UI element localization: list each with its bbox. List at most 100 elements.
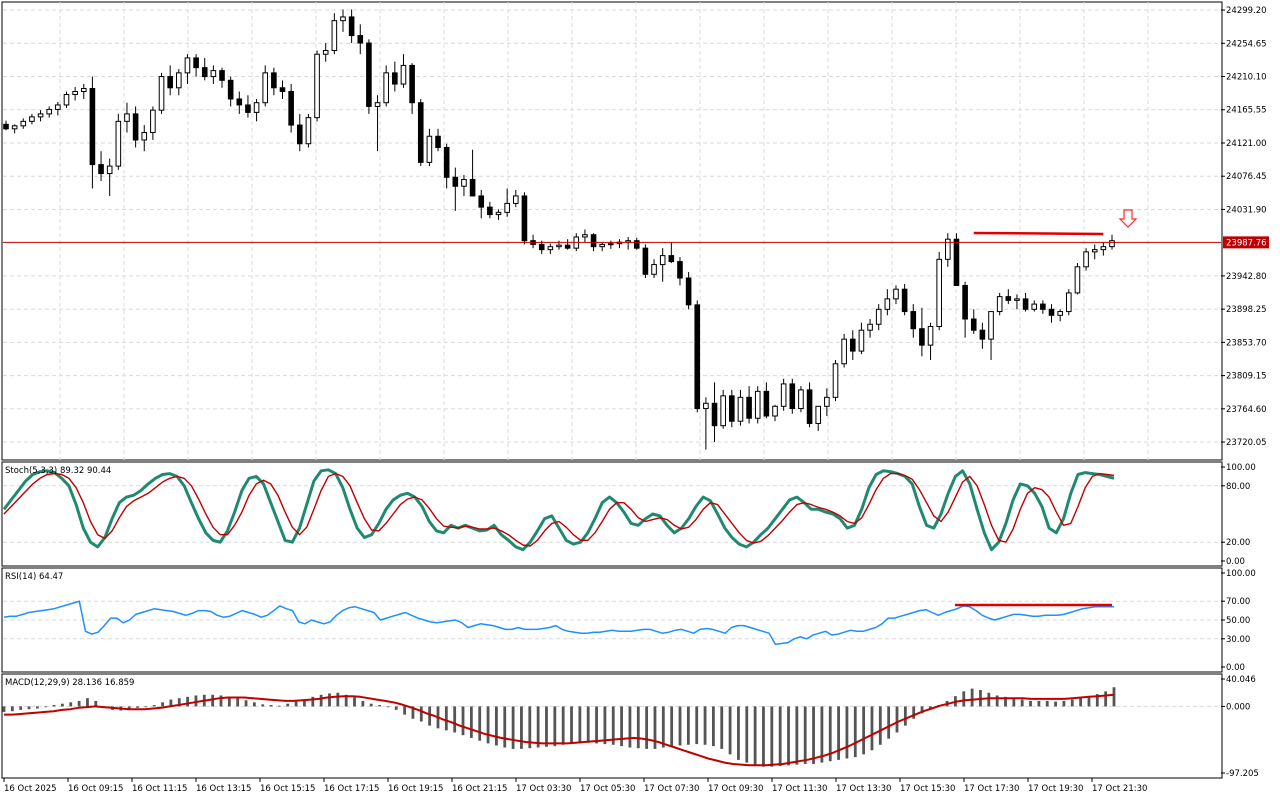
candle-down	[538, 243, 545, 251]
candle-up	[1031, 303, 1038, 310]
candle-up	[867, 323, 873, 331]
macd-bar	[1095, 694, 1099, 707]
y-tick-label: 50.00	[1226, 616, 1250, 626]
candle-down	[219, 70, 225, 81]
macd-bar	[344, 694, 348, 707]
macd-bar	[1104, 691, 1108, 707]
y-tick-label: 40.046	[1226, 675, 1256, 685]
macd-bar	[595, 706, 598, 744]
candle-up	[262, 72, 269, 104]
macd-bar	[219, 695, 223, 707]
macd-bar	[378, 705, 381, 707]
macd-bar	[2, 706, 6, 712]
macd-bar	[69, 702, 73, 707]
candle-down	[478, 195, 485, 208]
candle-up	[651, 264, 657, 275]
candle-down	[919, 328, 925, 346]
macd-bar	[903, 706, 907, 726]
macd-bar	[61, 703, 64, 707]
macd-bar	[545, 706, 548, 747]
macd-signal-line	[4, 693, 1115, 767]
price-candles	[3, 9, 1115, 450]
macd-bar	[94, 700, 98, 707]
x-tick-label: 17 Oct 09:30	[708, 784, 763, 794]
candle-up	[176, 72, 182, 89]
macd-histogram	[2, 687, 1116, 767]
macd-bar	[503, 706, 507, 748]
macd-bar	[745, 706, 749, 763]
macd-bar	[912, 706, 916, 719]
candle-down	[668, 255, 675, 263]
time-axis: 16 Oct 2025 16 Oct 09:15 16 Oct 11:15 16 Oc…	[2, 777, 1222, 794]
macd-bar	[737, 706, 740, 760]
macd-bar	[962, 691, 966, 707]
macd-bar	[1045, 700, 1049, 707]
rsi-line	[3, 600, 1114, 646]
candle-up	[314, 53, 320, 119]
candle-down	[789, 383, 796, 410]
x-tick-label: 16 Oct 21:15	[452, 784, 507, 794]
candle-up	[547, 246, 554, 251]
macd-bar	[695, 706, 699, 745]
macd-bar	[261, 704, 265, 707]
candle-up	[80, 88, 87, 93]
macd-bar	[628, 706, 632, 748]
macd-bar	[570, 706, 573, 745]
x-tick-label: 16 Oct 15:15	[260, 784, 315, 794]
candle-up	[150, 109, 156, 134]
candle-down	[763, 390, 770, 417]
candle-up	[659, 255, 666, 266]
macd-bar	[44, 706, 48, 708]
candle-up	[1100, 246, 1107, 251]
macd-bar	[1037, 700, 1041, 707]
stochastic-panel: 100.00 80.00 20.00 0.00 Stoch(5,3,3) 89.32 …	[1, 461, 1256, 567]
price-annotations: 23987.76	[3, 209, 1269, 249]
macd-bar	[862, 706, 866, 755]
down-arrow	[1118, 209, 1138, 228]
macd-bar	[837, 706, 840, 760]
candle-up	[858, 329, 865, 352]
macd-bar	[77, 700, 81, 707]
candle-down	[677, 261, 683, 279]
macd-bar	[795, 706, 799, 765]
macd-bar	[1020, 699, 1024, 707]
macd-bar	[812, 706, 815, 764]
macd-bar	[328, 693, 331, 707]
current-price-marker: 23987.76	[1223, 236, 1269, 249]
macd-bar	[461, 706, 465, 736]
x-tick-label: 17 Oct 17:30	[964, 784, 1019, 794]
y-tick-label: 24165.55	[1226, 106, 1267, 116]
candle-up	[798, 389, 804, 410]
candle-up	[780, 383, 787, 407]
macd-bar	[787, 706, 790, 766]
candle-down	[3, 123, 9, 130]
y-tick-label: 23764.60	[1226, 405, 1267, 415]
macd-bar	[169, 699, 173, 707]
candle-up	[945, 238, 951, 260]
candle-down	[746, 396, 752, 419]
current-price-badge	[1223, 236, 1269, 249]
macd-bar	[428, 706, 432, 726]
candle-down	[685, 277, 692, 306]
macd-bar	[294, 701, 298, 707]
macd-bar	[970, 688, 974, 707]
candle-down	[910, 311, 917, 330]
candle-down	[392, 72, 398, 85]
macd-bar	[411, 706, 415, 719]
macd-bar	[520, 706, 523, 749]
candle-down	[271, 72, 277, 89]
candle-down	[279, 87, 286, 93]
macd-bar	[511, 706, 515, 749]
macd-bar	[887, 706, 891, 739]
macd-bar	[319, 694, 323, 707]
macd-bar	[1004, 696, 1007, 707]
x-tick-label: 17 Oct 21:30	[1092, 784, 1147, 794]
macd-bar	[444, 706, 448, 731]
macd-bar	[878, 706, 882, 745]
rsi-gridlines	[3, 600, 1221, 640]
macd-bar	[86, 698, 89, 707]
rsi-panel: 100.00 70.00 50.00 30.00 0.00 RSI(14) 64.47	[1, 567, 1256, 673]
macd-bar	[1087, 696, 1091, 707]
price-gridlines	[3, 2, 1221, 460]
